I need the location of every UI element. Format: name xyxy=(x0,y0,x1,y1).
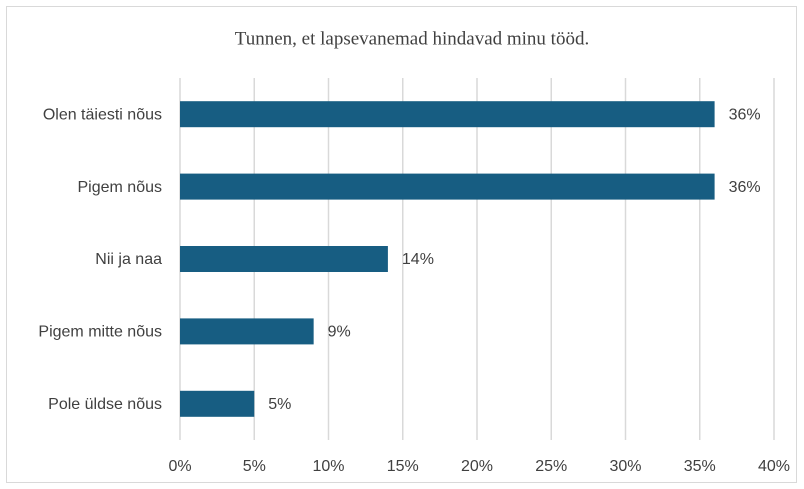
bar xyxy=(180,246,388,272)
x-tick-label: 15% xyxy=(387,458,419,475)
x-tick-label: 0% xyxy=(168,458,191,475)
data-label: 9% xyxy=(328,324,351,341)
x-tick-label: 20% xyxy=(461,458,493,475)
data-label: 5% xyxy=(268,396,291,413)
bar xyxy=(180,318,314,345)
bar xyxy=(180,173,715,200)
chart-title: Tunnen, et lapsevanemad hindavad minu tö… xyxy=(235,28,589,49)
data-label: 14% xyxy=(402,251,434,268)
chart-border xyxy=(6,6,797,483)
y-tick-label: Pigem nõus xyxy=(78,179,163,196)
bar xyxy=(180,101,715,128)
data-label: 36% xyxy=(729,106,761,123)
data-label: 36% xyxy=(729,179,761,196)
y-tick-label: Olen täiesti nõus xyxy=(43,106,162,123)
y-tick-label: Pole üldse nõus xyxy=(48,396,162,413)
x-tick-label: 25% xyxy=(535,458,567,475)
y-tick-label: Pigem mitte nõus xyxy=(38,324,162,341)
x-tick-label: 40% xyxy=(758,458,790,475)
bar xyxy=(180,390,255,417)
x-tick-label: 30% xyxy=(609,458,641,475)
x-tick-label: 5% xyxy=(243,458,266,475)
y-tick-label: Nii ja naa xyxy=(95,251,162,268)
x-tick-label: 35% xyxy=(684,458,716,475)
x-tick-label: 10% xyxy=(312,458,344,475)
